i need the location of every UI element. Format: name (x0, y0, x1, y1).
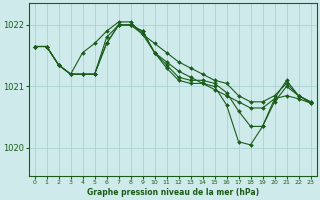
X-axis label: Graphe pression niveau de la mer (hPa): Graphe pression niveau de la mer (hPa) (86, 188, 259, 197)
